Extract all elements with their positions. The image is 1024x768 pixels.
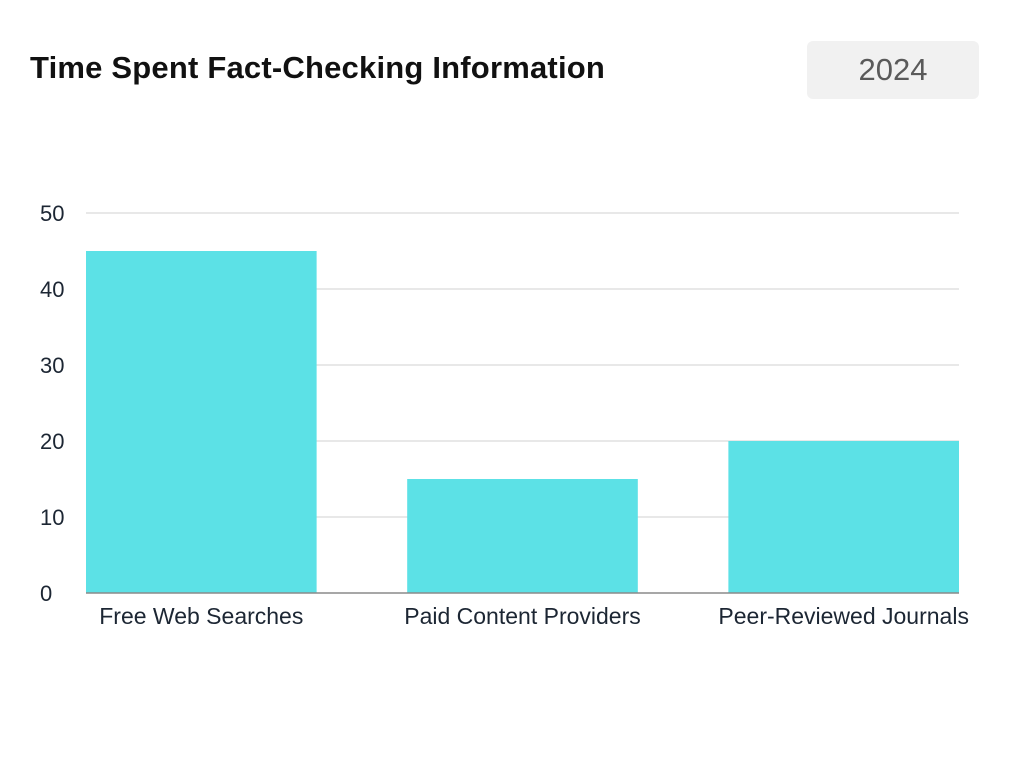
bar <box>407 479 638 593</box>
x-tick-label: Paid Content Providers <box>404 603 641 629</box>
y-tick-label: 10 <box>40 505 64 530</box>
bar <box>86 251 317 593</box>
year-badge: 2024 <box>807 41 979 99</box>
y-tick-label: 50 <box>40 201 64 226</box>
y-tick-label: 20 <box>40 429 64 454</box>
chart-title: Time Spent Fact-Checking Information <box>30 50 606 85</box>
y-tick-label: 40 <box>40 277 64 302</box>
y-tick-labels: 0 10 20 30 40 50 <box>40 201 64 606</box>
y-tick-label: 0 <box>40 581 52 606</box>
x-tick-label: Free Web Searches <box>99 603 303 629</box>
y-tick-label: 30 <box>40 353 64 378</box>
bars <box>86 251 959 593</box>
x-tick-label: Peer-Reviewed Journals <box>718 603 969 629</box>
x-tick-labels: Free Web Searches Paid Content Providers P… <box>99 603 969 629</box>
bar <box>728 441 959 593</box>
